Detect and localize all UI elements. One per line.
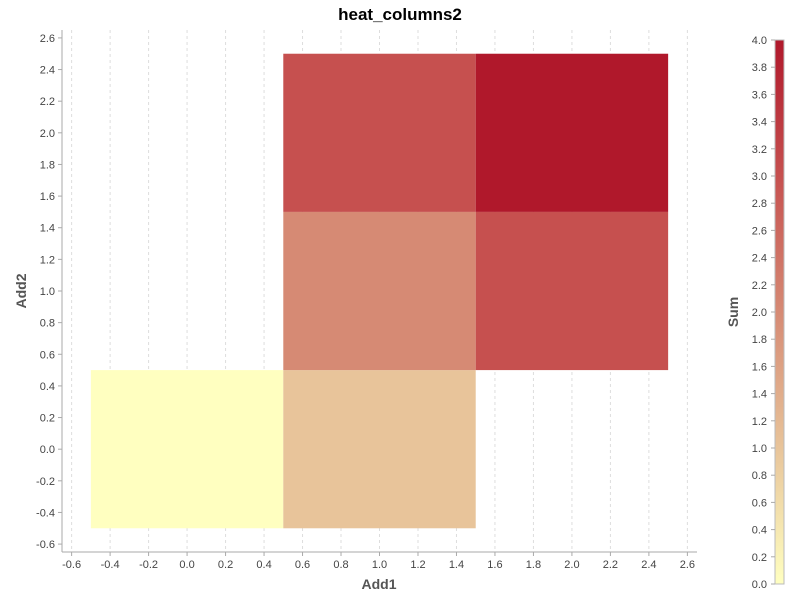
x-tick-label: 0.6 — [295, 559, 310, 571]
colorbar-tick-label: 1.8 — [752, 334, 767, 346]
y-axis-ticks: -0.6 -0.4 -0.2 0.0 0.2 0.4 0.6 0.8 1.0 1.2 1.4 1.6 1… — [36, 33, 62, 551]
y-tick-label: 0.4 — [40, 381, 55, 393]
colorbar-tick-label: 2.8 — [752, 198, 767, 210]
x-tick-label: 2.4 — [641, 559, 656, 571]
y-tick-label: 1.6 — [40, 191, 55, 203]
x-tick-label: 1.6 — [487, 559, 502, 571]
x-tick-label: -0.4 — [101, 559, 120, 571]
colorbar-tick-label: 1.4 — [752, 389, 767, 401]
colorbar-gradient — [774, 39, 785, 585]
y-tick-label: 2.0 — [40, 128, 55, 140]
x-tick-label: 1.4 — [449, 559, 464, 571]
x-tick-label: 1.0 — [372, 559, 387, 571]
colorbar-tick-label: 0.2 — [752, 552, 767, 564]
heatmap-cell — [283, 211, 476, 371]
x-tick-label: 1.2 — [410, 559, 425, 571]
y-tick-label: 1.0 — [40, 286, 55, 298]
colorbar-tick-label: 1.6 — [752, 361, 767, 373]
colorbar-tick-label: 1.0 — [752, 443, 767, 455]
colorbar-tick-label: 3.0 — [752, 171, 767, 183]
colorbar-tick-label: 2.2 — [752, 280, 767, 292]
colorbar-tick-label: 2.0 — [752, 307, 767, 319]
colorbar-title: Sum — [725, 297, 741, 327]
colorbar-tick-label: 3.2 — [752, 144, 767, 156]
y-tick-label: 1.8 — [40, 159, 55, 171]
x-tick-label: 2.0 — [564, 559, 579, 571]
colorbar-tick-label: 0.6 — [752, 497, 767, 509]
colorbar-tick-label: 4.0 — [752, 35, 767, 47]
colorbar-tick-label: 1.2 — [752, 416, 767, 428]
colorbar-tick-label: 3.6 — [752, 89, 767, 101]
y-tick-label: 0.8 — [40, 318, 55, 330]
heatmap-cell — [283, 53, 476, 212]
x-tick-label: 1.8 — [526, 559, 541, 571]
heatmap-cell — [475, 53, 669, 212]
x-axis-ticks: -0.6 -0.4 -0.2 0.0 0.2 0.4 0.6 0.8 1.0 1.2 1.4 1.6 1… — [62, 552, 695, 571]
colorbar-tick-label: 0.4 — [752, 525, 767, 537]
y-tick-label: 0.2 — [40, 413, 55, 425]
x-tick-label: 0.8 — [333, 559, 348, 571]
heatmap-cell — [283, 370, 476, 529]
y-tick-label: 1.2 — [40, 254, 55, 266]
heatmap-cell — [90, 370, 284, 529]
colorbar-tick-label: 3.4 — [752, 117, 767, 129]
y-axis-title: Add2 — [13, 273, 29, 308]
colorbar-tick-label: 2.4 — [752, 253, 767, 265]
heatmap-cells — [90, 53, 669, 529]
y-tick-label: 1.4 — [40, 223, 55, 235]
y-tick-label: -0.6 — [36, 539, 55, 551]
y-tick-label: 2.2 — [40, 96, 55, 108]
y-tick-label: -0.4 — [36, 507, 55, 519]
x-tick-label: 0.4 — [256, 559, 271, 571]
x-tick-label: 0.0 — [179, 559, 194, 571]
colorbar-tick-label: 0.0 — [752, 579, 767, 591]
y-tick-label: 0.0 — [40, 444, 55, 456]
y-tick-label: 2.4 — [40, 65, 55, 77]
x-tick-label: 0.2 — [218, 559, 233, 571]
chart-title: heat_columns2 — [338, 5, 462, 24]
x-tick-label: -0.6 — [62, 559, 81, 571]
x-axis-title: Add1 — [362, 576, 397, 592]
x-tick-label: -0.2 — [139, 559, 158, 571]
colorbar-tick-label: 2.6 — [752, 225, 767, 237]
y-tick-label: -0.2 — [36, 476, 55, 488]
y-tick-label: 0.6 — [40, 349, 55, 361]
colorbar-tick-label: 0.8 — [752, 470, 767, 482]
heatmap-cell — [475, 211, 669, 371]
y-tick-label: 2.6 — [40, 33, 55, 45]
colorbar: 0.0 0.2 0.4 0.6 0.8 1.0 1.2 1.4 1.6 1.8 2.0 2.2 2.4 2… — [752, 35, 785, 591]
x-tick-label: 2.6 — [680, 559, 695, 571]
colorbar-tick-label: 3.8 — [752, 62, 767, 74]
x-tick-label: 2.2 — [603, 559, 618, 571]
